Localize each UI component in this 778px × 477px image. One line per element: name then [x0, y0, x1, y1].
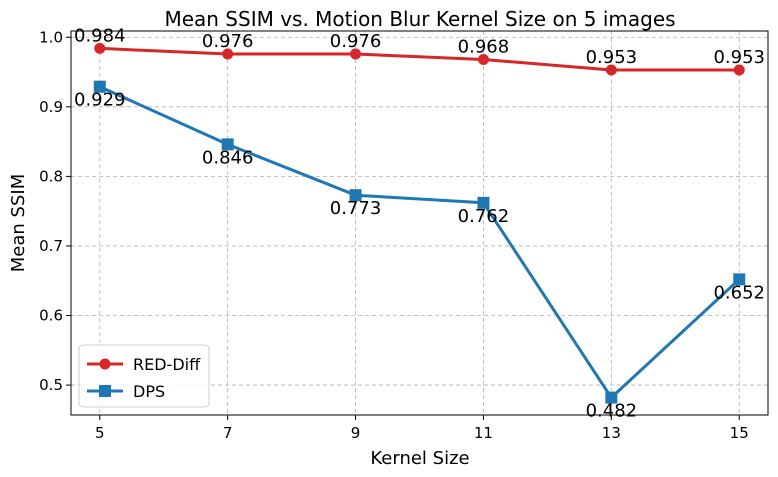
data-point — [733, 273, 746, 286]
data-label: 0.929 — [74, 90, 126, 111]
plot-area-frame — [70, 30, 769, 416]
data-point — [93, 80, 106, 93]
legend-entry: RED-Diff — [133, 355, 201, 374]
x-tick-label: 9 — [351, 424, 361, 442]
data-label: 0.984 — [74, 25, 126, 46]
data-point — [222, 48, 234, 60]
series-line — [99, 85, 741, 400]
data-point — [349, 189, 362, 202]
data-point — [99, 358, 111, 370]
data-point — [99, 385, 111, 397]
grid — [71, 31, 768, 415]
x-tick-label: 15 — [730, 424, 749, 442]
data-point — [477, 196, 490, 209]
data-point — [605, 64, 617, 76]
x-tick-label: 11 — [474, 424, 493, 442]
data-label: 0.846 — [202, 147, 254, 168]
data-label: 0.968 — [458, 37, 510, 58]
data-point — [94, 42, 106, 54]
data-label: 0.482 — [586, 401, 638, 422]
data-label: 0.652 — [713, 282, 765, 303]
data-label: 0.976 — [202, 31, 254, 52]
data-label: 0.953 — [713, 47, 765, 68]
data-point — [733, 64, 745, 76]
data-label: 0.773 — [330, 198, 382, 219]
x-axis-ticks: 5 7 9 11 13 15 — [95, 415, 749, 442]
data-label: 0.976 — [330, 31, 382, 52]
data-point — [350, 48, 362, 60]
chart-title: Mean SSIM vs. Motion Blur Kernel Size on… — [164, 7, 675, 31]
data-labels: 0.984 0.976 0.976 0.968 0.953 0.953 0.929 0.846… — [74, 25, 765, 421]
y-tick-label: 0.8 — [39, 167, 63, 185]
y-tick-label: 0.6 — [39, 307, 63, 325]
y-axis-ticks: 0.5 0.6 0.7 0.8 0.9 1.0 — [39, 28, 71, 394]
data-point — [605, 391, 618, 404]
data-label: 0.953 — [586, 47, 638, 68]
series-layer — [93, 42, 746, 404]
y-axis-label: Mean SSIM — [8, 174, 29, 272]
x-axis-label: Kernel Size — [370, 448, 469, 469]
y-tick-label: 1.0 — [39, 28, 63, 46]
x-tick-label: 7 — [223, 424, 233, 442]
data-label: 0.762 — [458, 206, 510, 227]
legend-entry: DPS — [133, 382, 165, 401]
y-tick-label: 0.5 — [39, 376, 63, 394]
series-line — [99, 46, 740, 72]
data-point — [221, 138, 234, 151]
legend: RED-Diff DPS — [78, 344, 210, 408]
x-tick-label: 13 — [602, 424, 621, 442]
data-point — [477, 54, 489, 66]
y-tick-label: 0.7 — [39, 237, 63, 255]
y-tick-label: 0.9 — [39, 98, 63, 116]
x-tick-label: 5 — [95, 424, 105, 442]
